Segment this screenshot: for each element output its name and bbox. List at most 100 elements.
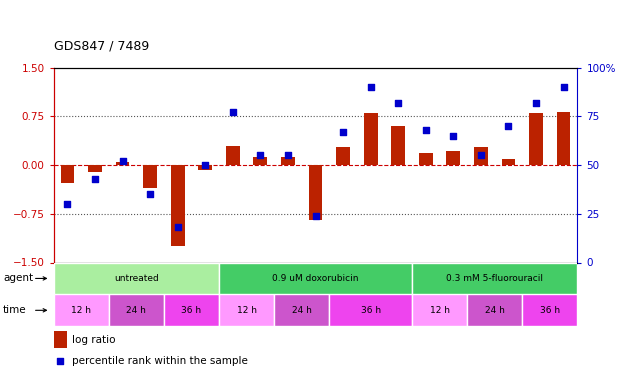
Bar xyxy=(164,294,191,326)
Bar xyxy=(495,294,522,326)
Text: GDS847 / 7489: GDS847 / 7489 xyxy=(54,39,149,53)
Text: 36 h: 36 h xyxy=(540,306,560,315)
Point xyxy=(55,358,65,364)
Bar xyxy=(467,294,522,326)
Point xyxy=(476,152,486,158)
Bar xyxy=(336,147,350,165)
Bar xyxy=(219,262,412,294)
Bar xyxy=(329,262,357,294)
Bar xyxy=(143,165,157,188)
Bar xyxy=(54,294,81,326)
Text: 24 h: 24 h xyxy=(292,306,312,315)
Point xyxy=(365,84,375,90)
Text: 0.3 mM 5-fluorouracil: 0.3 mM 5-fluorouracil xyxy=(446,274,543,283)
Bar xyxy=(419,153,433,165)
Bar xyxy=(164,262,191,294)
Bar xyxy=(363,113,377,165)
Bar xyxy=(109,294,164,326)
Bar xyxy=(412,294,440,326)
Point xyxy=(173,224,183,230)
Bar xyxy=(274,294,329,326)
Point xyxy=(200,162,210,168)
Bar xyxy=(191,294,219,326)
Bar xyxy=(302,262,329,294)
Bar xyxy=(191,262,219,294)
Bar xyxy=(412,294,467,326)
Point xyxy=(393,100,403,106)
Point xyxy=(310,213,321,219)
Text: 24 h: 24 h xyxy=(485,306,505,315)
Bar xyxy=(474,147,488,165)
Bar xyxy=(219,262,247,294)
Bar xyxy=(550,294,577,326)
Text: untreated: untreated xyxy=(114,274,159,283)
Point xyxy=(117,158,127,164)
Bar xyxy=(329,294,412,326)
Bar xyxy=(467,262,495,294)
Point xyxy=(90,176,100,181)
Bar xyxy=(412,262,577,294)
Point xyxy=(338,129,348,135)
Bar xyxy=(467,294,495,326)
Bar xyxy=(136,262,164,294)
Text: 36 h: 36 h xyxy=(181,306,201,315)
Bar xyxy=(495,262,522,294)
Bar xyxy=(171,165,184,246)
Bar xyxy=(274,262,302,294)
Bar xyxy=(115,162,129,165)
Bar xyxy=(502,159,516,165)
Point xyxy=(531,100,541,106)
Point xyxy=(283,152,293,158)
Point xyxy=(228,110,238,116)
Bar xyxy=(54,294,109,326)
Bar xyxy=(164,294,219,326)
Bar xyxy=(88,165,102,171)
Text: 12 h: 12 h xyxy=(71,306,91,315)
Bar xyxy=(522,294,550,326)
Bar xyxy=(302,294,329,326)
Point xyxy=(448,133,458,139)
Point xyxy=(421,127,431,133)
Point xyxy=(558,84,569,90)
Bar xyxy=(440,294,467,326)
Point xyxy=(504,123,514,129)
Point xyxy=(62,201,73,207)
Text: percentile rank within the sample: percentile rank within the sample xyxy=(72,356,248,366)
Bar xyxy=(54,331,67,348)
Bar xyxy=(226,146,240,165)
Text: 12 h: 12 h xyxy=(237,306,257,315)
Bar xyxy=(357,262,384,294)
Bar xyxy=(391,126,405,165)
Text: 24 h: 24 h xyxy=(126,306,146,315)
Bar xyxy=(384,294,412,326)
Bar xyxy=(550,262,577,294)
Bar xyxy=(81,294,109,326)
Text: 12 h: 12 h xyxy=(430,306,449,315)
Bar xyxy=(447,151,460,165)
Point xyxy=(256,152,266,158)
Bar xyxy=(54,262,81,294)
Bar xyxy=(254,156,268,165)
Bar xyxy=(109,294,136,326)
Bar xyxy=(54,262,219,294)
Bar xyxy=(440,262,467,294)
Point xyxy=(145,191,155,197)
Bar xyxy=(61,165,74,183)
Bar xyxy=(412,262,440,294)
Bar xyxy=(357,294,384,326)
Bar xyxy=(329,294,357,326)
Bar xyxy=(281,157,295,165)
Bar xyxy=(219,294,247,326)
Text: agent: agent xyxy=(3,273,33,284)
Bar xyxy=(247,294,274,326)
Text: 36 h: 36 h xyxy=(360,306,380,315)
Bar xyxy=(109,262,136,294)
Bar xyxy=(81,262,109,294)
Bar xyxy=(198,165,212,170)
Bar xyxy=(274,294,302,326)
Text: time: time xyxy=(3,305,27,315)
Bar xyxy=(136,294,164,326)
Text: 0.9 uM doxorubicin: 0.9 uM doxorubicin xyxy=(272,274,359,283)
Bar xyxy=(522,262,550,294)
Bar xyxy=(384,262,412,294)
